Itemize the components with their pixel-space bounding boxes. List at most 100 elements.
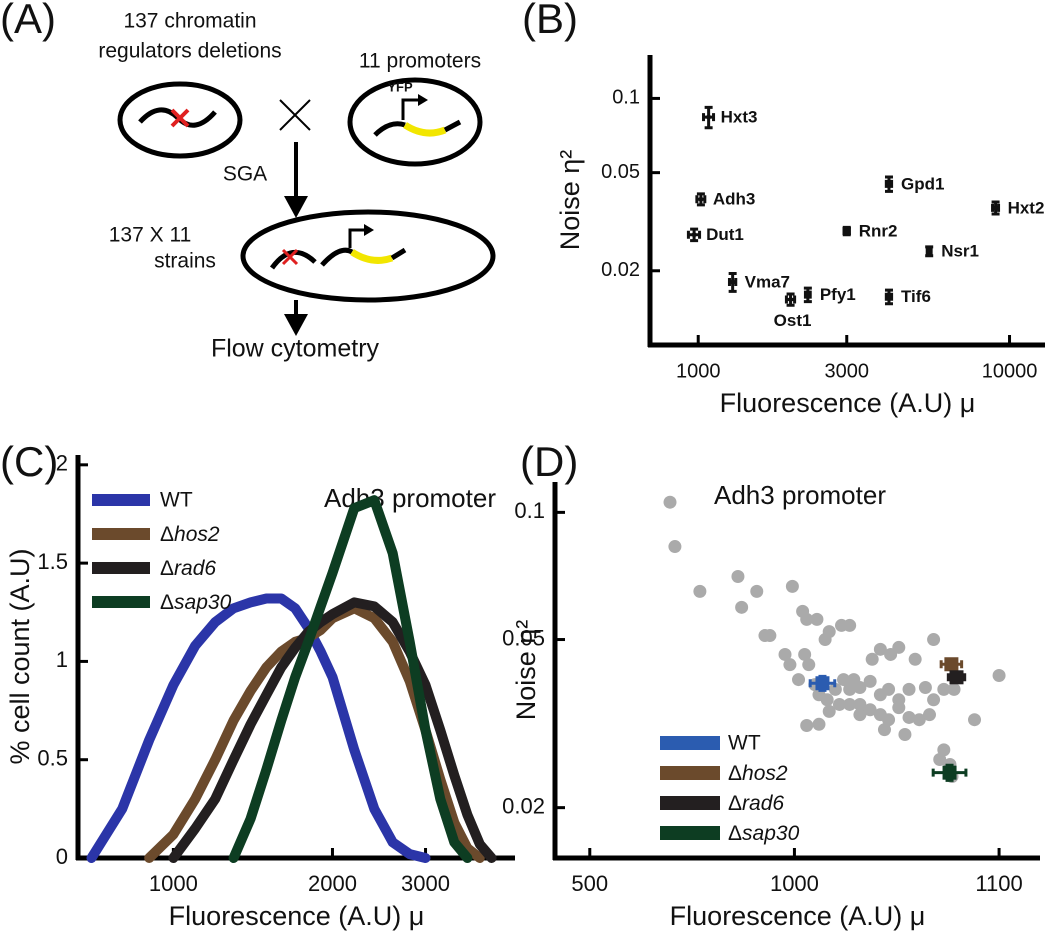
promoter-arrow [418,94,428,106]
y-tick-label: 0.1 [612,87,640,109]
legend-label: Δhos2 [160,523,220,546]
panel-label: (A) [0,0,56,42]
legend-swatch [660,766,720,780]
dna [443,119,462,133]
point [735,600,749,614]
point [926,248,932,254]
x-tick-label: 10000 [982,360,1038,382]
point [882,682,896,696]
x-tick-label: 1000 [149,871,198,896]
chart: 0.1 0.05 0.02 1000 3000 10000 Fluorescence (A.… [555,55,1045,418]
point [815,676,830,691]
y-tick-label: 0.02 [601,259,640,281]
point [663,495,677,509]
diagram-text: 11 promoters [359,50,481,73]
y-axis-label: Noise η² [555,150,585,251]
point [918,680,932,694]
point [886,181,892,187]
point [882,713,896,727]
y-tick-label: 2 [56,451,68,476]
dna [390,247,407,261]
point-label: Dut1 [706,225,744,244]
diagram-text: 137 X 11 [109,224,192,247]
point [828,682,842,696]
point [886,294,892,300]
cell [240,209,496,303]
cross [279,99,311,131]
y-tick-label: 0 [56,844,68,869]
point [853,708,867,722]
point [693,584,707,598]
point [992,669,1006,683]
deletion-mark [281,248,299,266]
diagram-text: regulators deletions [98,40,281,63]
y-axis-label: % cell count (A.U) [5,548,35,764]
panel-label: (B) [522,0,578,42]
point [902,710,916,724]
curve [86,593,431,863]
diagram-text: YFP [387,79,413,94]
point [863,703,877,717]
promoter-arrow [348,228,366,248]
x-tick-label: 2000 [308,871,357,896]
point [947,682,961,696]
x-axis-label: Fluorescence (A.U) μ [720,388,976,418]
point-label: Rnr2 [859,221,898,240]
point [800,612,814,626]
x-tick-label: 3000 [825,360,870,382]
point-label: Vma7 [745,273,790,292]
point [778,647,792,661]
point [892,640,906,654]
legend-label: Δhos2 [728,762,788,785]
point-label: Hxt3 [721,108,758,127]
point [691,232,697,238]
point [706,114,712,120]
chart: 0.1 0.05 0.02 500 1000 1100 Fluorescence (A.U)… [502,480,1040,931]
point [853,680,867,694]
point [949,670,964,685]
x-tick-label: 500 [571,871,608,896]
point [968,713,982,727]
yfp-gene [350,249,394,264]
x-tick-label: 1100 [975,871,1022,896]
dna [373,121,406,137]
arrow [284,196,308,218]
point [788,296,794,302]
point [908,652,922,666]
legend-label: Δrad6 [728,792,784,815]
arrow [284,314,308,336]
point [993,205,999,211]
point-label: Adh3 [713,190,756,209]
point [810,612,824,626]
point [843,697,857,711]
point [792,673,806,687]
point-label: Gpd1 [901,174,944,193]
point [844,228,850,234]
deletion-mark [170,108,190,128]
point [873,642,887,656]
point [837,673,851,687]
y-tick-label: 0.1 [514,498,545,523]
x-tick-label: 1000 [770,871,819,896]
legend-swatch [660,826,720,840]
y-axis-label: Noise η² [511,620,541,721]
legend-swatch [660,736,720,750]
point [944,657,959,672]
cell [347,77,483,167]
legend-label: WT [728,732,761,755]
point-label: Hxt2 [1008,198,1045,217]
curve [168,597,497,863]
promoter-arrow [364,224,374,236]
legend-label: Δsap30 [160,591,232,614]
point-label: Ost1 [774,311,812,330]
x-tick-label: 3000 [401,871,450,896]
point [877,723,891,737]
legend-label: Δrad6 [160,557,216,580]
point-label: Tif6 [901,287,931,306]
point [937,682,951,696]
point [698,196,704,202]
point [902,682,916,696]
point [892,701,906,715]
dna [320,247,354,267]
